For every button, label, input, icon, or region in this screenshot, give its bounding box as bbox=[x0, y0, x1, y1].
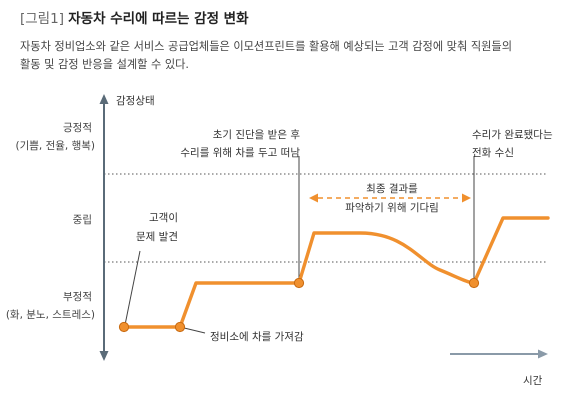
negative-level-detail: (화, 분노, 스트레스) bbox=[6, 309, 95, 321]
event-repair-call-line2: 전화 수신 bbox=[472, 147, 514, 159]
y-axis-title: 감정상태 bbox=[116, 95, 155, 107]
negative-level-label: 부정적 bbox=[63, 291, 92, 303]
marker-leave-car bbox=[293, 277, 305, 289]
event-problem-found-line2: 문제 발견 bbox=[136, 231, 178, 243]
marker-problem-found bbox=[118, 321, 130, 333]
subtitle-line-1: 자동차 정비업소와 같은 서비스 공급업체들은 이모션프린트를 활용해 예상되는… bbox=[20, 40, 512, 53]
x-axis bbox=[450, 349, 548, 359]
y-axis-arrow-down-icon bbox=[99, 351, 109, 361]
positive-level-detail: (기쁨, 전율, 행복) bbox=[15, 140, 95, 152]
neutral-level-label: 중립 bbox=[73, 213, 92, 226]
event-bring-car: 정비소에 차를 가져감 bbox=[210, 331, 304, 343]
event-waiting-line1: 최종 결과를 bbox=[366, 183, 418, 195]
y-axis bbox=[99, 94, 109, 361]
waiting-span-arrow bbox=[309, 193, 471, 203]
x-axis-arrow-right-icon bbox=[538, 349, 548, 359]
marker-bring-car bbox=[174, 321, 186, 333]
figure-header: [그림1] 자동차 수리에 따르는 감정 변화 자동차 정비업소와 같은 서비스… bbox=[20, 10, 560, 74]
leader-problem-found bbox=[124, 250, 141, 326]
event-problem-found-line1: 고객이 bbox=[149, 212, 178, 224]
figure-title-text: 자동차 수리에 따르는 감정 변화 bbox=[68, 11, 249, 27]
emotion-curve bbox=[122, 216, 550, 329]
x-axis-title: 시간 bbox=[523, 375, 543, 387]
subtitle-line-2: 활동 및 감정 반응을 설계할 수 있다. bbox=[20, 58, 189, 71]
event-leave-car-line1: 초기 진단을 받은 후 bbox=[213, 129, 301, 141]
figure-tag: [그림1] bbox=[20, 11, 64, 27]
positive-level-label: 긍정적 bbox=[63, 122, 92, 134]
event-waiting-line2: 파악하기 위해 기다림 bbox=[345, 201, 439, 214]
marker-repair-call bbox=[468, 277, 480, 289]
figure-title: [그림1] 자동차 수리에 따르는 감정 변화 bbox=[20, 10, 560, 28]
event-repair-call-line1: 수리가 완료됐다는 bbox=[472, 128, 553, 141]
figure-subtitle: 자동차 정비업소와 같은 서비스 공급업체들은 이모션프린트를 활용해 예상되는… bbox=[20, 38, 550, 74]
event-leave-car-line2: 수리를 위해 차를 두고 떠남 bbox=[180, 146, 300, 159]
y-axis-arrow-up-icon bbox=[99, 94, 109, 104]
